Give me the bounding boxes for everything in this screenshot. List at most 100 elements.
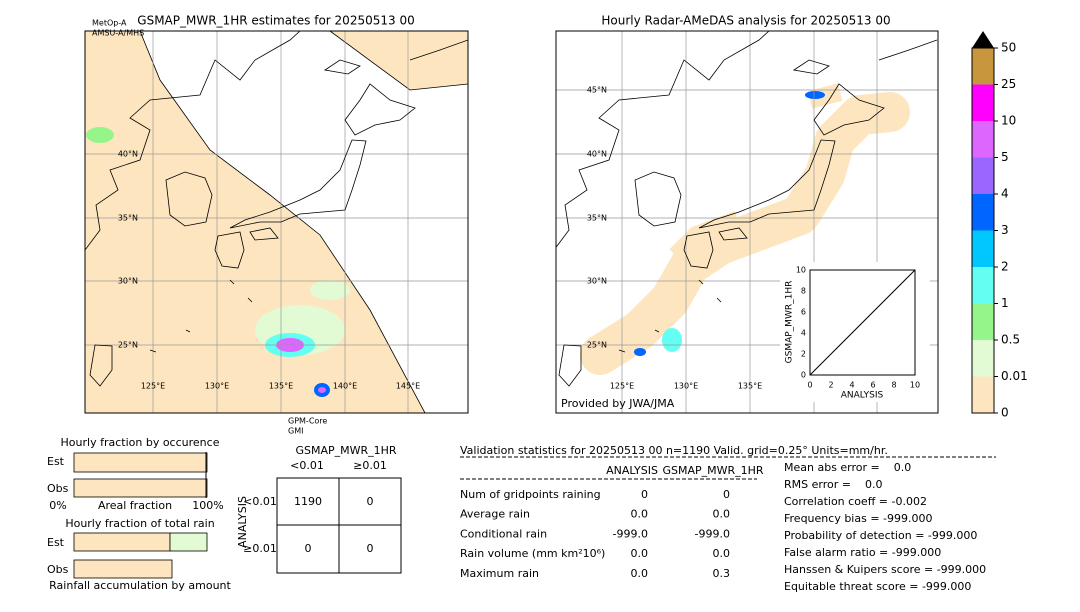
- inset-ytick: 2: [801, 350, 806, 359]
- stats-title: Validation statistics for 20250513 00 n=…: [460, 444, 888, 457]
- score: RMS error = 0.0: [784, 478, 882, 491]
- inset-xtick: 0: [807, 381, 812, 390]
- col-title: GSMAP_MWR_1HR: [295, 444, 396, 457]
- lon-label: 130°E: [674, 382, 698, 391]
- colorbar-segment: [972, 121, 994, 158]
- inset-xtick: 2: [828, 381, 833, 390]
- colorbar-label: 3: [1001, 223, 1009, 237]
- stat-label: Num of gridpoints raining: [460, 488, 601, 501]
- stat-label: Maximum rain: [460, 567, 539, 580]
- bar: [73, 559, 173, 579]
- sensor: AMSU-A/MHS: [92, 29, 144, 38]
- diagonal: [809, 269, 916, 376]
- left-map: [85, 31, 468, 413]
- lon-label: 130°E: [205, 382, 229, 391]
- colorbar-label: 0: [1001, 406, 1009, 420]
- inset-ytick: 8: [801, 287, 806, 296]
- stat-value: 0: [641, 488, 648, 501]
- stat-value: 0.0: [713, 547, 731, 560]
- stat-value: 0.0: [631, 547, 649, 560]
- cell: 0: [367, 495, 374, 508]
- bar: [73, 478, 208, 498]
- inset-xtick: 10: [910, 381, 920, 390]
- score: Probability of detection = -999.000: [784, 529, 977, 542]
- lon-label: 125°E: [141, 382, 165, 391]
- lat-label: 30°N: [118, 277, 138, 286]
- bar: [73, 532, 171, 552]
- colorbar-segment: [972, 303, 994, 340]
- lat-label: 30°N: [587, 277, 607, 286]
- lat-label: 40°N: [118, 150, 138, 159]
- caption: Rainfall accumulation by amount: [49, 579, 231, 592]
- title: GSMAP_MWR_1HR estimates for 20250513 00: [137, 14, 414, 28]
- cell: 0: [367, 542, 374, 555]
- grid: [85, 31, 468, 413]
- row-label: <0.01: [243, 495, 277, 508]
- right-map: [556, 31, 938, 413]
- header: GSMAP_MWR_1HR: [662, 464, 763, 477]
- stat-value: -999.0: [695, 527, 730, 540]
- score: Frequency bias = -999.000: [784, 512, 933, 525]
- colorbar-label: 2: [1001, 260, 1009, 274]
- inset-ytick: 10: [796, 266, 806, 275]
- axis-label: 0%: [49, 499, 66, 512]
- colorbar-label: 0.01: [1001, 369, 1028, 383]
- cell: 0: [305, 542, 312, 555]
- score: Hanssen & Kuipers score = -999.000: [784, 563, 986, 576]
- colorbar-label: 50: [1001, 41, 1016, 55]
- stat-label: Rain volume (mm km²10⁶): [460, 547, 605, 560]
- colorbar-segment: [972, 230, 994, 267]
- bar: [169, 532, 208, 552]
- row-label: ≥0.01: [243, 542, 277, 555]
- inset-xlabel: ANALYSIS: [841, 391, 884, 401]
- lat-label: 35°N: [118, 214, 138, 223]
- colorbar-segment: [972, 48, 994, 85]
- lon-label: 135°E: [738, 382, 762, 391]
- header: ANALYSIS: [606, 464, 658, 477]
- colorbar-segment: [972, 376, 994, 413]
- colorbar-segment: [972, 157, 994, 194]
- colorbar-label: 1: [1001, 296, 1009, 310]
- fraction-title: Hourly fraction by occurence: [61, 436, 220, 449]
- colorbar-label: 25: [1001, 77, 1016, 91]
- lat-label: 45°N: [587, 86, 607, 95]
- stat-value: 0.0: [631, 567, 649, 580]
- credit: Provided by JWA/JMA: [561, 397, 675, 410]
- colorbar-segment: [972, 194, 994, 231]
- colorbar-label: 4: [1001, 187, 1009, 201]
- lat-label: 25°N: [118, 341, 138, 350]
- score: False alarm ratio = -999.000: [784, 546, 941, 559]
- stat-value: 0.0: [713, 508, 731, 521]
- bar: [73, 452, 208, 473]
- inset-ylabel: GSMAP_MWR_1HR: [785, 281, 795, 364]
- score: Correlation coeff = -0.002: [784, 495, 927, 508]
- col-label: ≥0.01: [353, 459, 387, 472]
- colorbar-segment: [972, 340, 994, 377]
- colorbar-label: 0.5: [1001, 333, 1020, 347]
- lon-label: 140°E: [333, 382, 357, 391]
- colorbar-segment: [972, 267, 994, 304]
- stat-label: Conditional rain: [460, 527, 547, 540]
- row-label: Est: [47, 536, 65, 549]
- lat-label: 25°N: [587, 341, 607, 350]
- cell: 1190: [294, 495, 322, 508]
- sensor: GMI: [288, 427, 303, 436]
- sensor: GPM-Core: [288, 417, 327, 426]
- lat-label: 35°N: [587, 214, 607, 223]
- fraction-title: Hourly fraction of total rain: [65, 517, 214, 530]
- row-label: Obs: [47, 482, 69, 495]
- stat-label: Average rain: [460, 508, 530, 521]
- inset-ytick: 0: [801, 371, 806, 380]
- axis-label: Areal fraction: [98, 499, 172, 512]
- score: Equitable threat score = -999.000: [784, 580, 971, 593]
- sensor: MetOp-A: [92, 19, 127, 28]
- colorbar-label: 10: [1001, 114, 1016, 128]
- stat-value: 0.3: [713, 567, 731, 580]
- lon-label: 135°E: [269, 382, 293, 391]
- lat-label: 40°N: [587, 150, 607, 159]
- inset-xtick: 8: [891, 381, 896, 390]
- inset-ytick: 4: [801, 329, 806, 338]
- inset-xtick: 6: [870, 381, 875, 390]
- rain: [86, 127, 350, 397]
